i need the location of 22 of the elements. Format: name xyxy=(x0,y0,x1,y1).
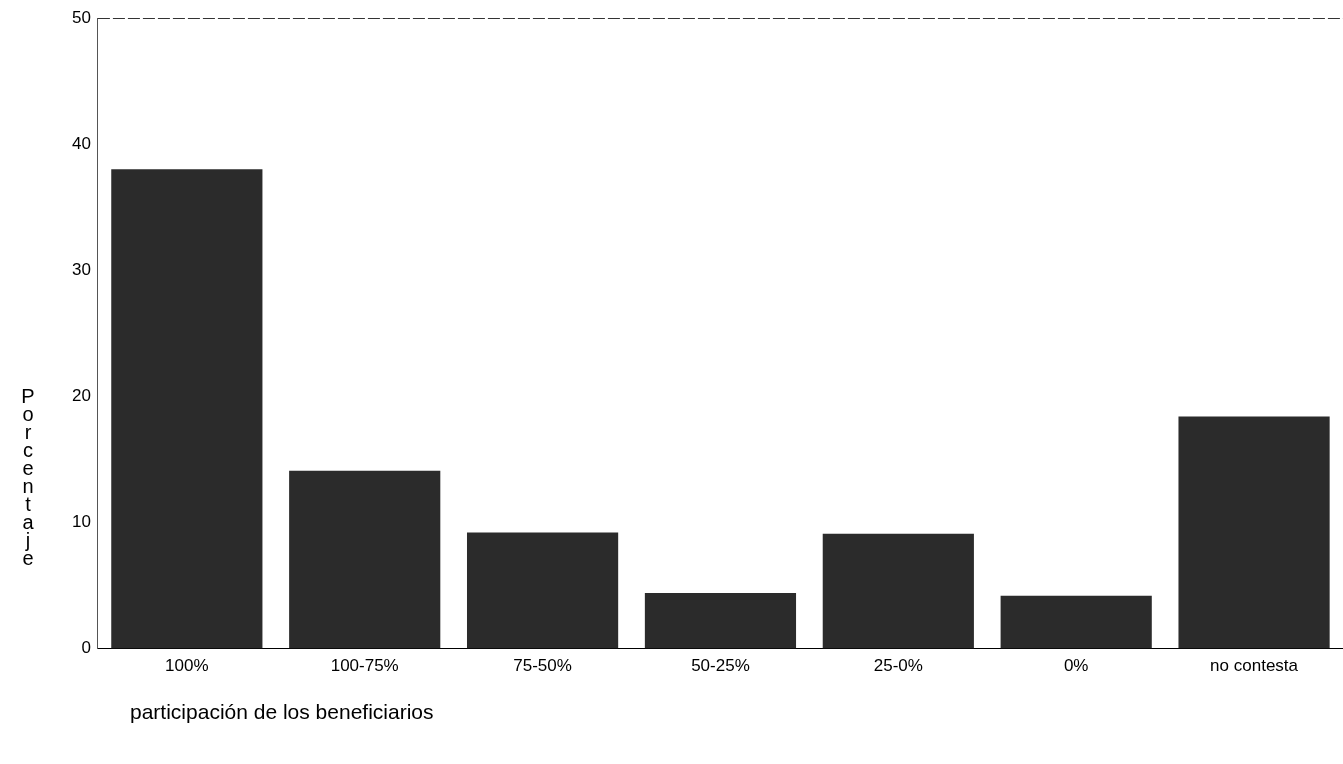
y-tick-label: 40 xyxy=(71,133,91,153)
bar xyxy=(111,169,263,649)
bar xyxy=(1000,595,1152,649)
bar xyxy=(822,533,974,649)
bar xyxy=(644,593,797,649)
y-tick-label: 10 xyxy=(71,512,91,532)
y-tick-label: 20 xyxy=(71,386,91,406)
x-tick-label: 50-25% xyxy=(691,656,750,676)
y-axis-title: Porcentaje xyxy=(17,385,39,565)
bar xyxy=(289,470,441,649)
x-tick-label: 75-50% xyxy=(513,656,572,676)
x-tick-label: 100% xyxy=(165,656,209,676)
y-tick-label: 50 xyxy=(71,7,91,27)
x-tick-label: 0% xyxy=(1063,656,1089,676)
y-tick-label: 0 xyxy=(81,638,91,658)
bar xyxy=(466,532,619,649)
y-tick-label: 30 xyxy=(71,259,91,279)
bar xyxy=(1178,416,1330,649)
x-axis-title: participación de los beneficiarios xyxy=(130,700,434,724)
x-tick-label: 100-75% xyxy=(330,656,399,676)
x-tick-label: 25-0% xyxy=(873,656,923,676)
x-tick-label: no contesta xyxy=(1210,656,1299,676)
